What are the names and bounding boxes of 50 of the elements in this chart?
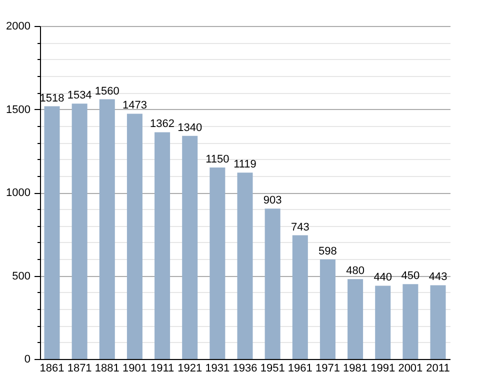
bar (154, 132, 170, 359)
bar (72, 104, 88, 359)
data-label: 903 (263, 194, 282, 207)
data-label: 1560 (94, 85, 120, 98)
y-tick-label: 500 (12, 270, 30, 282)
bar (126, 114, 142, 359)
x-tick-label: 1901 (122, 362, 147, 373)
bar (210, 168, 226, 359)
x-tick-label: 1981 (343, 362, 368, 373)
y-tick-label: 1500 (6, 104, 30, 116)
x-tick-label: 1871 (67, 362, 92, 373)
x-tick-label: 1881 (94, 362, 120, 373)
x-tick-label: 2011 (426, 362, 450, 373)
x-tick-label: 1861 (40, 362, 64, 373)
data-label: 743 (290, 221, 310, 234)
bar (320, 259, 336, 359)
data-label: 1534 (67, 90, 92, 102)
bar (44, 106, 60, 359)
y-tick-label: 2000 (6, 20, 30, 32)
x-tick-label: 1931 (205, 362, 230, 373)
x-tick-label: 1991 (370, 362, 396, 373)
bar (348, 279, 364, 359)
data-label: 450 (401, 270, 420, 282)
bar (99, 99, 115, 359)
x-tick-label: 1971 (315, 362, 340, 373)
y-tick-label: 1000 (6, 187, 30, 199)
data-label: 480 (346, 265, 364, 278)
data-label: 1518 (40, 92, 64, 104)
data-label: 1362 (150, 118, 175, 130)
data-label: 440 (374, 272, 392, 284)
x-tick-label: 1961 (288, 362, 312, 373)
x-tick-label: 1911 (150, 362, 174, 373)
bar (237, 172, 253, 359)
data-label: 1340 (178, 122, 202, 134)
bar (182, 136, 198, 359)
bar (292, 235, 308, 359)
bar (402, 284, 418, 359)
data-label: 443 (428, 271, 448, 284)
data-label: 1119 (234, 158, 256, 171)
data-label: 598 (318, 245, 337, 258)
x-tick-label: 2001 (398, 362, 423, 373)
y-tick-label: 0 (24, 354, 30, 366)
data-label: 1473 (122, 100, 147, 112)
x-tick-label: 1936 (232, 362, 258, 373)
x-tick-label: 1951 (260, 362, 285, 373)
data-label: 1150 (206, 154, 230, 166)
bar (375, 286, 391, 359)
x-tick-label: 1921 (178, 362, 202, 373)
bar (264, 208, 280, 359)
bar (430, 285, 446, 359)
